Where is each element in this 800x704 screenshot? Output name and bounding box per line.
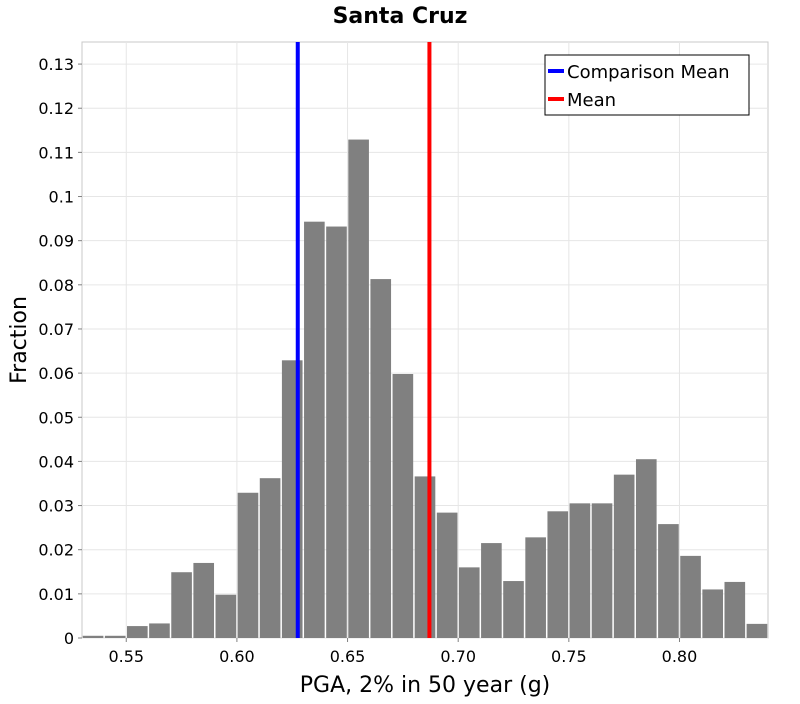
histogram-bar <box>259 478 281 638</box>
histogram-bar <box>569 503 591 638</box>
mean-lines <box>295 42 432 638</box>
histogram-bar <box>82 635 104 638</box>
y-tick-label: 0 <box>64 629 74 648</box>
histogram-bar <box>613 474 635 638</box>
histogram-bar <box>348 139 369 638</box>
y-tick-label: 0.01 <box>38 585 74 604</box>
histogram-bar <box>680 555 701 638</box>
x-axis: 0.55 0.60 0.65 0.70 0.75 0.80 <box>108 638 697 666</box>
legend-box <box>544 54 750 116</box>
histogram-bar <box>503 581 524 638</box>
y-tick-label: 0.03 <box>38 497 74 516</box>
histogram-bar <box>304 221 325 638</box>
histogram-bar <box>591 503 613 638</box>
histogram-bar <box>326 226 347 639</box>
histogram-bar <box>370 279 392 638</box>
histogram-bar <box>104 635 126 638</box>
y-tick-label: 0.04 <box>38 452 74 471</box>
y-tick-label: 0.13 <box>38 55 74 74</box>
x-tick-label: 0.65 <box>330 647 366 666</box>
histogram-bar <box>127 626 148 638</box>
histogram-bar <box>392 373 414 638</box>
y-axis-label: Fraction <box>7 296 32 384</box>
histogram-bar <box>525 537 546 638</box>
y-tick-label: 0.12 <box>38 99 74 118</box>
histogram-bar <box>436 512 458 638</box>
legend-label: Mean <box>567 90 616 111</box>
x-axis-label: PGA, 2% in 50 year (g) <box>300 673 551 698</box>
x-tick-label: 0.80 <box>662 647 698 666</box>
chart-title: Santa Cruz <box>333 4 468 29</box>
x-tick-label: 0.60 <box>219 647 255 666</box>
histogram-bar <box>237 492 259 638</box>
histogram-bar <box>458 567 480 638</box>
y-tick-label: 0.05 <box>38 408 74 427</box>
y-axis: 0 0.01 0.02 0.03 0.04 0.05 0.06 0.07 0.08 0.09 0.1… <box>38 55 82 648</box>
legend: Comparison Mean Mean <box>544 54 750 116</box>
y-tick-label: 0.06 <box>38 364 74 383</box>
y-tick-label: 0.08 <box>38 276 74 295</box>
histogram-bar <box>702 589 723 638</box>
histogram-bar <box>746 623 768 638</box>
y-tick-label: 0.09 <box>38 232 74 251</box>
y-tick-label: 0.1 <box>49 188 74 207</box>
histogram-bar <box>414 476 436 638</box>
x-tick-label: 0.70 <box>440 647 476 666</box>
histogram-bar <box>149 623 170 638</box>
histogram-bar <box>193 562 215 638</box>
y-tick-label: 0.02 <box>38 541 74 560</box>
histogram-bar <box>481 543 502 638</box>
histogram-bar <box>635 459 657 638</box>
histogram-bar <box>547 511 569 638</box>
histogram-bar <box>724 581 746 638</box>
y-tick-label: 0.07 <box>38 320 74 339</box>
x-tick-label: 0.55 <box>108 647 144 666</box>
y-tick-label: 0.11 <box>38 143 74 162</box>
histogram-bar <box>658 524 679 638</box>
histogram-bar <box>171 572 192 638</box>
legend-label: Comparison Mean <box>567 62 730 83</box>
x-tick-label: 0.75 <box>551 647 587 666</box>
histogram-bar <box>215 594 237 638</box>
